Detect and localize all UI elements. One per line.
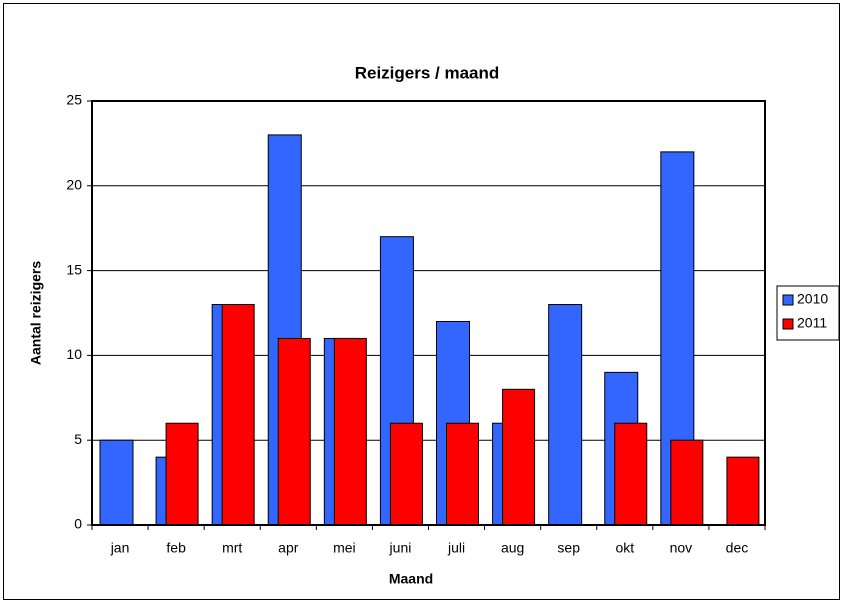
y-tick-label: 10	[66, 346, 82, 362]
bar	[726, 456, 760, 526]
y-axis-label: Aantal reizigers	[28, 261, 44, 365]
bar	[277, 337, 311, 526]
bar	[670, 439, 704, 526]
bar	[614, 422, 648, 526]
bar	[221, 304, 255, 526]
bar	[333, 337, 367, 526]
x-tick-label: okt	[615, 540, 634, 556]
bar	[389, 422, 423, 526]
x-tick-label: mrt	[222, 540, 242, 556]
y-tick-label: 20	[66, 177, 82, 193]
bar	[502, 388, 536, 526]
legend-label: 2010	[797, 291, 828, 307]
x-axis-label: Maand	[389, 571, 433, 587]
x-tick-label: juni	[389, 540, 412, 556]
bar	[165, 422, 199, 526]
x-tick-label: aug	[501, 540, 524, 556]
chart-title: Reizigers / maand	[355, 63, 500, 82]
y-tick-label: 15	[66, 261, 82, 277]
y-tick-label: 5	[74, 431, 82, 447]
x-tick-label: jan	[110, 540, 130, 556]
x-tick-label: nov	[670, 540, 693, 556]
x-tick-label: mei	[333, 540, 356, 556]
y-tick-label: 25	[66, 92, 82, 108]
bar	[99, 439, 134, 526]
legend-swatch	[782, 318, 794, 330]
bar	[548, 304, 583, 526]
y-tick-label: 0	[74, 516, 82, 532]
legend-swatch	[782, 294, 794, 306]
x-tick-label: feb	[166, 540, 186, 556]
x-tick-label: sep	[557, 540, 580, 556]
plot-border	[91, 100, 766, 526]
x-tick-label: juli	[447, 540, 465, 556]
bar	[446, 422, 479, 526]
x-tick-label: dec	[726, 540, 749, 556]
legend-label: 2011	[797, 315, 827, 331]
x-tick-label: apr	[278, 540, 299, 556]
